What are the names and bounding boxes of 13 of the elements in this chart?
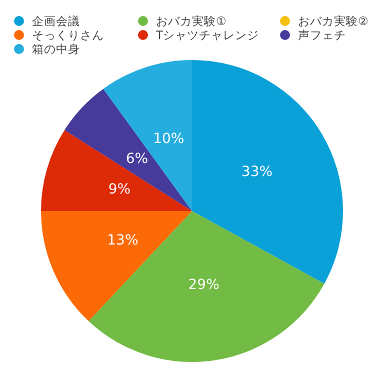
legend-label: そっくりさん — [32, 28, 104, 42]
data-label: 29% — [188, 277, 220, 294]
legend-label: おバカ実験① — [156, 14, 226, 28]
legend-label: Tシャツチャレンジ — [156, 28, 260, 42]
data-label: 13% — [107, 232, 138, 249]
data-label: 9% — [108, 182, 131, 198]
data-label: 6% — [126, 150, 148, 167]
legend-label: 箱の中身 — [32, 42, 80, 56]
data-label: 33% — [241, 164, 273, 180]
legend-label: 声フェチ — [298, 28, 346, 42]
legend-label: 企画会議 — [32, 14, 80, 28]
data-label: 10% — [153, 130, 184, 147]
legend-label: おバカ実験② — [298, 14, 368, 28]
